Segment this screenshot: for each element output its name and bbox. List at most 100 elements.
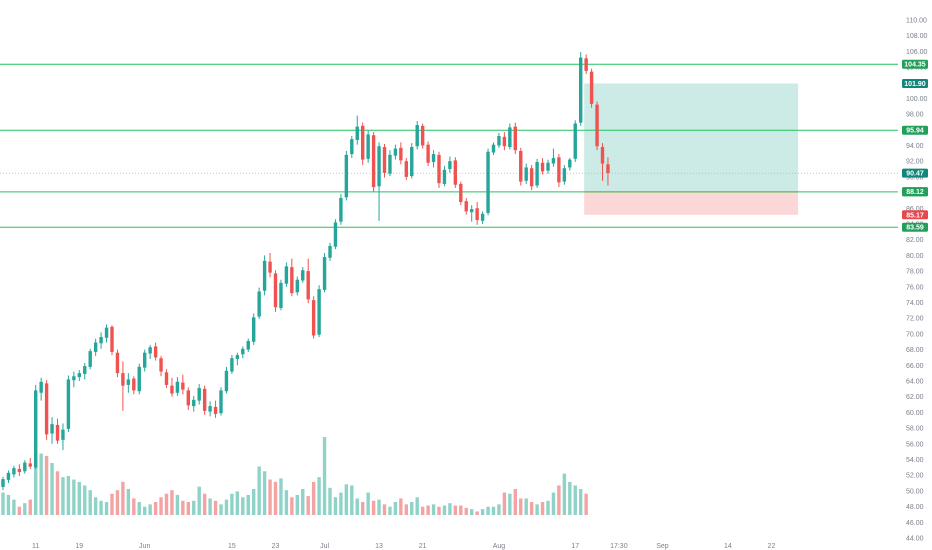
candle bbox=[508, 123, 512, 150]
price-tag: 90.47 bbox=[902, 168, 928, 178]
candle-body bbox=[322, 256, 327, 290]
candle bbox=[50, 417, 54, 444]
volume-bar bbox=[77, 481, 81, 515]
price-tag-label: 90.47 bbox=[906, 171, 924, 178]
x-tick-label: 19 bbox=[75, 543, 83, 550]
candle-body bbox=[110, 326, 114, 352]
price-tag: 104.35 bbox=[902, 59, 928, 69]
candle bbox=[448, 156, 452, 173]
candle bbox=[115, 349, 120, 378]
candle-body bbox=[284, 266, 289, 284]
candle-body bbox=[219, 390, 223, 414]
candle bbox=[464, 198, 468, 215]
profit-target-zone[interactable] bbox=[584, 83, 799, 192]
volume-bar bbox=[279, 478, 283, 515]
candle-body bbox=[568, 159, 572, 168]
volume-bar bbox=[230, 493, 234, 515]
volume-bar bbox=[83, 485, 87, 515]
volume-bar bbox=[393, 502, 398, 515]
candle-body bbox=[480, 213, 485, 221]
price-tag: 101.90 bbox=[902, 78, 928, 88]
candle bbox=[279, 279, 283, 311]
volume-bar bbox=[241, 497, 245, 515]
candle-body bbox=[371, 135, 376, 188]
candle bbox=[589, 68, 594, 108]
candle bbox=[273, 270, 278, 312]
volume-bar bbox=[12, 499, 16, 515]
candle bbox=[371, 132, 376, 192]
candle bbox=[540, 158, 545, 175]
candle bbox=[213, 400, 218, 418]
volume-bar bbox=[453, 505, 458, 515]
candle-body bbox=[497, 136, 501, 146]
y-tick-label: 110.00 bbox=[906, 17, 927, 24]
price-axis[interactable]: 44.00 46.00 48.00 50.00 52.00 54.00 56.00 58.00… bbox=[906, 17, 928, 542]
stop-loss-zone[interactable] bbox=[584, 191, 799, 215]
volume-bar bbox=[344, 484, 349, 515]
candle bbox=[361, 122, 365, 166]
candle-body bbox=[6, 472, 11, 480]
time-axis[interactable]: 11 19 Jun 15 23 Jul 13 21 Aug 17 17:30 Sep 14 22 bbox=[32, 543, 775, 550]
volume-bar bbox=[284, 490, 289, 515]
x-tick-label: 11 bbox=[32, 543, 39, 550]
candle-body bbox=[197, 388, 201, 401]
candle-body bbox=[235, 355, 240, 360]
volume-bar bbox=[295, 494, 299, 515]
candle bbox=[557, 154, 561, 188]
candle bbox=[546, 159, 550, 174]
candle-body bbox=[584, 58, 588, 71]
volume-bar bbox=[202, 493, 207, 515]
candle bbox=[431, 150, 436, 168]
x-tick-label: 15 bbox=[228, 543, 236, 550]
volume-bar bbox=[350, 485, 354, 515]
candle bbox=[148, 344, 152, 360]
candle-body bbox=[181, 382, 185, 390]
candle-body bbox=[600, 147, 605, 164]
price-tag-label: 101.90 bbox=[904, 81, 926, 88]
price-tag-box bbox=[902, 222, 928, 232]
candle bbox=[311, 296, 316, 339]
candle bbox=[606, 157, 610, 186]
candle-body bbox=[573, 123, 577, 159]
candle-body bbox=[148, 347, 152, 354]
candle bbox=[344, 150, 349, 201]
y-tick-label: 68.00 bbox=[906, 347, 924, 354]
y-tick-label: 60.00 bbox=[906, 410, 924, 417]
y-tick-label: 94.00 bbox=[906, 143, 924, 150]
candle-body bbox=[44, 383, 49, 435]
candle bbox=[339, 194, 343, 225]
volume-bar bbox=[132, 498, 136, 515]
volume-bar bbox=[579, 489, 583, 515]
horizontal-levels[interactable] bbox=[0, 63, 898, 228]
candle bbox=[246, 338, 250, 352]
volume-bar bbox=[50, 463, 54, 515]
y-tick-label: 92.00 bbox=[906, 159, 924, 166]
candle-body bbox=[579, 57, 583, 123]
candle bbox=[568, 158, 572, 171]
candle-body bbox=[28, 463, 32, 467]
candle-body bbox=[230, 358, 234, 372]
candle bbox=[562, 165, 567, 185]
volume-bar bbox=[382, 504, 387, 515]
volume-bar bbox=[573, 485, 577, 515]
candle bbox=[350, 136, 354, 159]
candle-body bbox=[540, 162, 545, 172]
candle-body bbox=[415, 125, 419, 147]
candle-body bbox=[491, 144, 496, 153]
volume-bar bbox=[333, 497, 338, 515]
volume-bar bbox=[148, 504, 152, 515]
volume-bar bbox=[475, 511, 479, 515]
volume-bar bbox=[339, 492, 343, 515]
x-tick-label: Jun bbox=[139, 543, 150, 550]
volume-bar bbox=[301, 489, 305, 515]
candle-body bbox=[17, 468, 22, 473]
candle bbox=[491, 142, 496, 155]
volume-bar bbox=[328, 487, 332, 515]
x-tick-label: 13 bbox=[375, 543, 383, 550]
long-position-zones[interactable] bbox=[584, 83, 799, 215]
candle bbox=[295, 276, 299, 296]
volume-bar bbox=[420, 506, 425, 515]
volume-bar bbox=[28, 499, 32, 515]
candle-body bbox=[175, 381, 180, 393]
